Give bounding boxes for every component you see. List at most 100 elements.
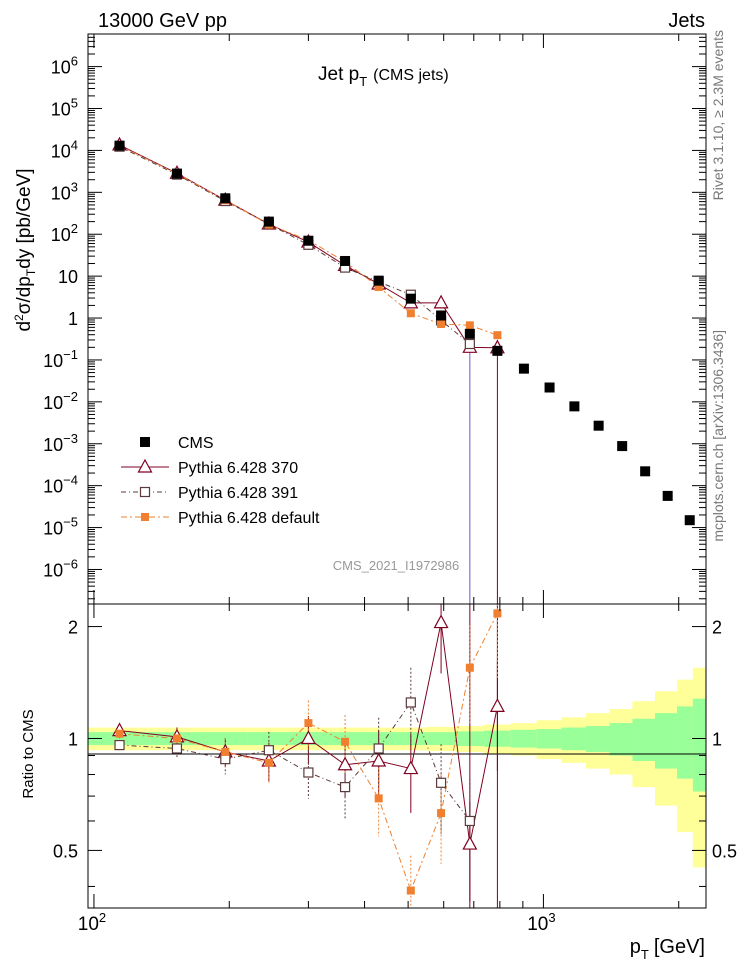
pythia-default-point bbox=[264, 758, 273, 767]
band-inner bbox=[561, 727, 587, 751]
pythia-370-point bbox=[371, 752, 387, 767]
pythia-391-point bbox=[303, 767, 314, 778]
analysis-id: CMS_2021_I1972986 bbox=[333, 558, 460, 573]
ratio-y-tick-label: 0.5 bbox=[53, 841, 78, 861]
x-axis-label-unit: [GeV] bbox=[654, 936, 705, 958]
pythia-391-point bbox=[435, 777, 447, 788]
mcplots-label: mcplots.cern.ch [arXiv:1306.3436] bbox=[710, 330, 726, 542]
pythia-default-point bbox=[493, 609, 502, 618]
ratio-y-axis-label: Ratio to CMS bbox=[20, 709, 37, 798]
legend-entry: CMS bbox=[140, 435, 214, 452]
ratio-axis-ticks bbox=[88, 604, 706, 908]
pythia-391-point bbox=[405, 697, 416, 708]
ratio-y-tick-label-right: 1 bbox=[712, 729, 722, 749]
legend: CMS Pythia 6.428 370 Pythia 6.428 391 Pythi… bbox=[121, 435, 320, 527]
pythia-391-point bbox=[464, 815, 475, 827]
data-point bbox=[593, 420, 604, 431]
x-axis-label-main: p bbox=[630, 936, 641, 958]
y-tick-label: 10−5 bbox=[43, 515, 78, 539]
data-point bbox=[492, 345, 503, 356]
legend-label: Pythia 6.428 default bbox=[178, 510, 320, 527]
data-point bbox=[544, 382, 555, 393]
band-inner bbox=[426, 732, 457, 746]
data-point bbox=[617, 441, 628, 452]
x-tick-label: 102 bbox=[78, 910, 106, 935]
data-point bbox=[140, 437, 150, 447]
pythia-391-point bbox=[171, 743, 183, 754]
data-point bbox=[436, 310, 447, 321]
pythia-391-point bbox=[139, 486, 151, 498]
data-point bbox=[373, 275, 384, 286]
header-right: Jets bbox=[668, 10, 705, 32]
pythia-default-point bbox=[115, 729, 124, 738]
y-tick-label: 10−3 bbox=[43, 431, 78, 455]
y-tick-label: 10 bbox=[58, 267, 78, 287]
y-tick-label: 103 bbox=[51, 179, 78, 203]
x-tick-label: 103 bbox=[527, 910, 555, 935]
y-tick-label: 1 bbox=[68, 309, 78, 329]
ratio-panel: 2 2 1 1 0.5 0.5 102 103 Ratio to CMS pT [GeV] bbox=[20, 603, 737, 962]
pythia-370-point bbox=[433, 294, 449, 309]
x-axis-label: pT [GeV] bbox=[630, 936, 705, 962]
pythia-370-point bbox=[462, 835, 478, 850]
pythia-default-point bbox=[406, 886, 415, 895]
pythia-391-point bbox=[220, 754, 231, 765]
ratio-uncertainty-band bbox=[88, 667, 707, 868]
pythia-370-point bbox=[433, 614, 449, 629]
chart-title: Jet pT (CMS jets) bbox=[318, 64, 449, 89]
pythia-default-point bbox=[141, 513, 149, 521]
pythia-default-point bbox=[437, 320, 446, 329]
ratio-frame bbox=[87, 603, 707, 909]
band-inner bbox=[632, 718, 656, 761]
main-y-axis-label: d2σ/dpTdy [pb/GeV] bbox=[12, 168, 38, 331]
x-axis-label-sub: T bbox=[641, 947, 649, 962]
data-point bbox=[220, 193, 231, 204]
pythia-370-point bbox=[403, 760, 419, 775]
pythia-default-point bbox=[374, 794, 383, 803]
data-point bbox=[662, 490, 673, 501]
y-tick-label: 106 bbox=[51, 54, 78, 78]
y-tick-label: 104 bbox=[51, 137, 78, 161]
legend-entry: Pythia 6.428 391 bbox=[121, 485, 298, 502]
pythia-370-point bbox=[337, 756, 353, 771]
ratio-y-tick-label: 1 bbox=[68, 729, 78, 749]
pythia-default-point bbox=[465, 663, 474, 672]
data-point bbox=[518, 363, 529, 374]
data-point bbox=[405, 293, 416, 304]
y-tick-label: 10−2 bbox=[43, 389, 78, 413]
pythia-391-line-ratio bbox=[119, 701, 471, 822]
pythia-default-point bbox=[493, 331, 502, 340]
pythia-default-point bbox=[374, 283, 383, 292]
pythia-370-point bbox=[300, 730, 316, 745]
pythia-391-point bbox=[373, 743, 384, 754]
y-tick-label: 102 bbox=[51, 221, 78, 245]
pythia-default-point bbox=[221, 747, 230, 756]
ratio-y-tick-label: 2 bbox=[68, 618, 78, 638]
band-inner bbox=[692, 698, 707, 792]
y-tick-label: 10−4 bbox=[43, 473, 78, 497]
chart-title-extra: (CMS jets) bbox=[373, 67, 449, 84]
pythia-391-point bbox=[114, 739, 125, 751]
legend-label: CMS bbox=[178, 435, 214, 452]
legend-label: Pythia 6.428 370 bbox=[178, 460, 298, 477]
pythia-391-point bbox=[339, 782, 351, 793]
legend-label: Pythia 6.428 391 bbox=[178, 485, 298, 502]
main-panel: 10610510410310210110−110−210−310−410−510… bbox=[12, 33, 707, 605]
ratio-y-tick-labels: 2 2 1 1 0.5 0.5 bbox=[53, 618, 737, 862]
pythia-default-point bbox=[465, 321, 474, 330]
data-point bbox=[340, 255, 351, 266]
data-point bbox=[640, 466, 651, 477]
band-inner bbox=[585, 726, 611, 752]
data-point bbox=[263, 216, 274, 227]
data-point bbox=[303, 235, 314, 246]
y-tick-label: 10−1 bbox=[43, 347, 78, 371]
chart-title-sub: T bbox=[359, 74, 367, 89]
pythia-default-point bbox=[437, 809, 446, 818]
pythia-default-point bbox=[172, 734, 181, 743]
ratio-series-layer bbox=[112, 604, 505, 908]
y-tick-label: 10−6 bbox=[43, 556, 78, 580]
pythia-370-point bbox=[489, 698, 505, 712]
data-point bbox=[464, 328, 475, 339]
band-inner bbox=[609, 723, 633, 756]
chart-title-main: Jet p bbox=[318, 64, 359, 85]
